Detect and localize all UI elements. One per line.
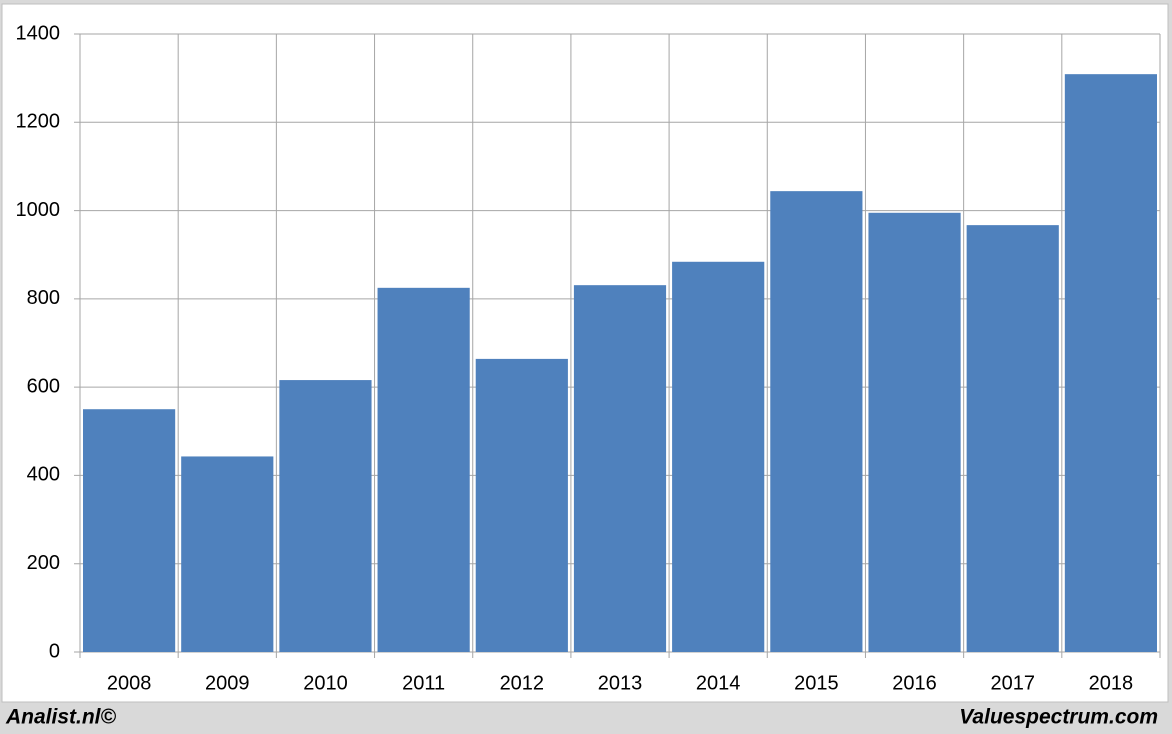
y-tick-label: 1400 <box>16 22 61 44</box>
bar <box>279 380 372 652</box>
x-tick-label: 2015 <box>794 672 839 694</box>
x-tick-label: 2018 <box>1089 672 1134 694</box>
bar <box>770 191 863 653</box>
y-tick-label: 0 <box>49 640 60 662</box>
bar <box>868 212 961 652</box>
bar <box>966 225 1059 653</box>
x-tick-label: 2008 <box>107 672 152 694</box>
y-tick-label: 800 <box>27 287 60 309</box>
bar <box>672 261 765 652</box>
x-tick-label: 2017 <box>990 672 1035 694</box>
bar <box>83 409 176 652</box>
source-right: Valuespectrum.com <box>959 706 1158 729</box>
bar <box>1064 74 1157 653</box>
y-tick-label: 400 <box>27 464 60 486</box>
source-left: Analist.nl© <box>5 706 117 729</box>
y-tick-label: 1200 <box>16 111 61 133</box>
bar <box>377 287 470 652</box>
bar <box>181 456 274 652</box>
x-tick-label: 2014 <box>696 672 741 694</box>
x-tick-label: 2012 <box>500 672 545 694</box>
x-tick-label: 2011 <box>402 672 445 694</box>
y-tick-label: 600 <box>27 375 60 397</box>
y-tick-label: 1000 <box>16 199 61 221</box>
x-tick-label: 2013 <box>598 672 643 694</box>
y-tick-label: 200 <box>27 552 60 574</box>
x-tick-label: 2009 <box>205 672 250 694</box>
x-tick-label: 2010 <box>303 672 348 694</box>
bar <box>475 358 568 652</box>
bar <box>573 285 667 652</box>
x-tick-label: 2016 <box>892 672 937 694</box>
